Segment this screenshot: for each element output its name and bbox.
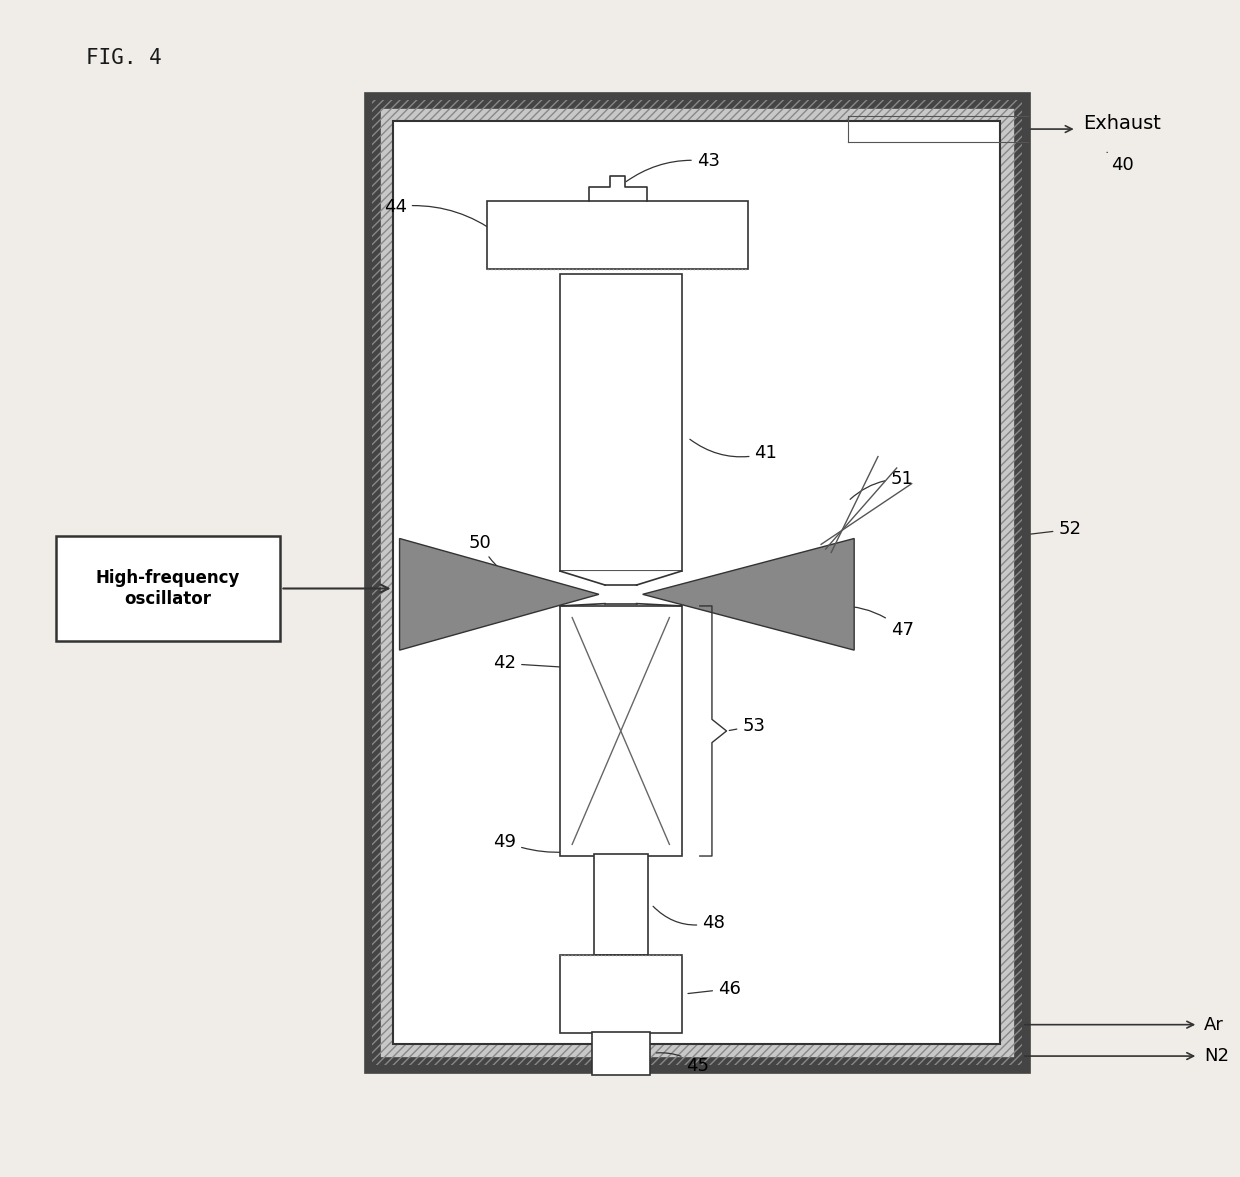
Bar bbox=[560, 606, 682, 856]
Bar bbox=[56, 537, 280, 640]
Text: 52: 52 bbox=[1030, 520, 1081, 538]
Text: 51: 51 bbox=[851, 470, 914, 499]
Text: High-frequency
oscillator: High-frequency oscillator bbox=[95, 570, 241, 607]
Text: Ar: Ar bbox=[1204, 1016, 1224, 1033]
Text: 41: 41 bbox=[689, 439, 777, 463]
Bar bbox=[372, 100, 1022, 1065]
Text: Exhaust: Exhaust bbox=[1083, 114, 1161, 133]
Text: 40: 40 bbox=[1107, 152, 1133, 174]
Text: 49: 49 bbox=[494, 832, 606, 852]
Text: 50: 50 bbox=[469, 534, 551, 588]
Text: 42: 42 bbox=[494, 654, 582, 672]
Text: 45: 45 bbox=[656, 1052, 709, 1075]
Bar bbox=[393, 121, 999, 1044]
Text: N2: N2 bbox=[1204, 1048, 1229, 1065]
Text: 43: 43 bbox=[626, 152, 719, 181]
Text: 47: 47 bbox=[838, 606, 914, 639]
Text: FIG. 4: FIG. 4 bbox=[86, 47, 161, 67]
Bar bbox=[560, 274, 682, 571]
Text: 53: 53 bbox=[729, 717, 765, 734]
Text: 46: 46 bbox=[688, 979, 742, 998]
Bar bbox=[560, 955, 682, 1032]
Polygon shape bbox=[642, 539, 854, 650]
Polygon shape bbox=[399, 539, 599, 650]
Bar bbox=[487, 201, 749, 268]
Bar bbox=[591, 1032, 650, 1075]
Bar bbox=[594, 853, 647, 955]
Bar bbox=[372, 100, 1022, 1065]
Text: 48: 48 bbox=[653, 906, 725, 931]
Polygon shape bbox=[560, 571, 682, 606]
Text: 44: 44 bbox=[383, 198, 497, 233]
